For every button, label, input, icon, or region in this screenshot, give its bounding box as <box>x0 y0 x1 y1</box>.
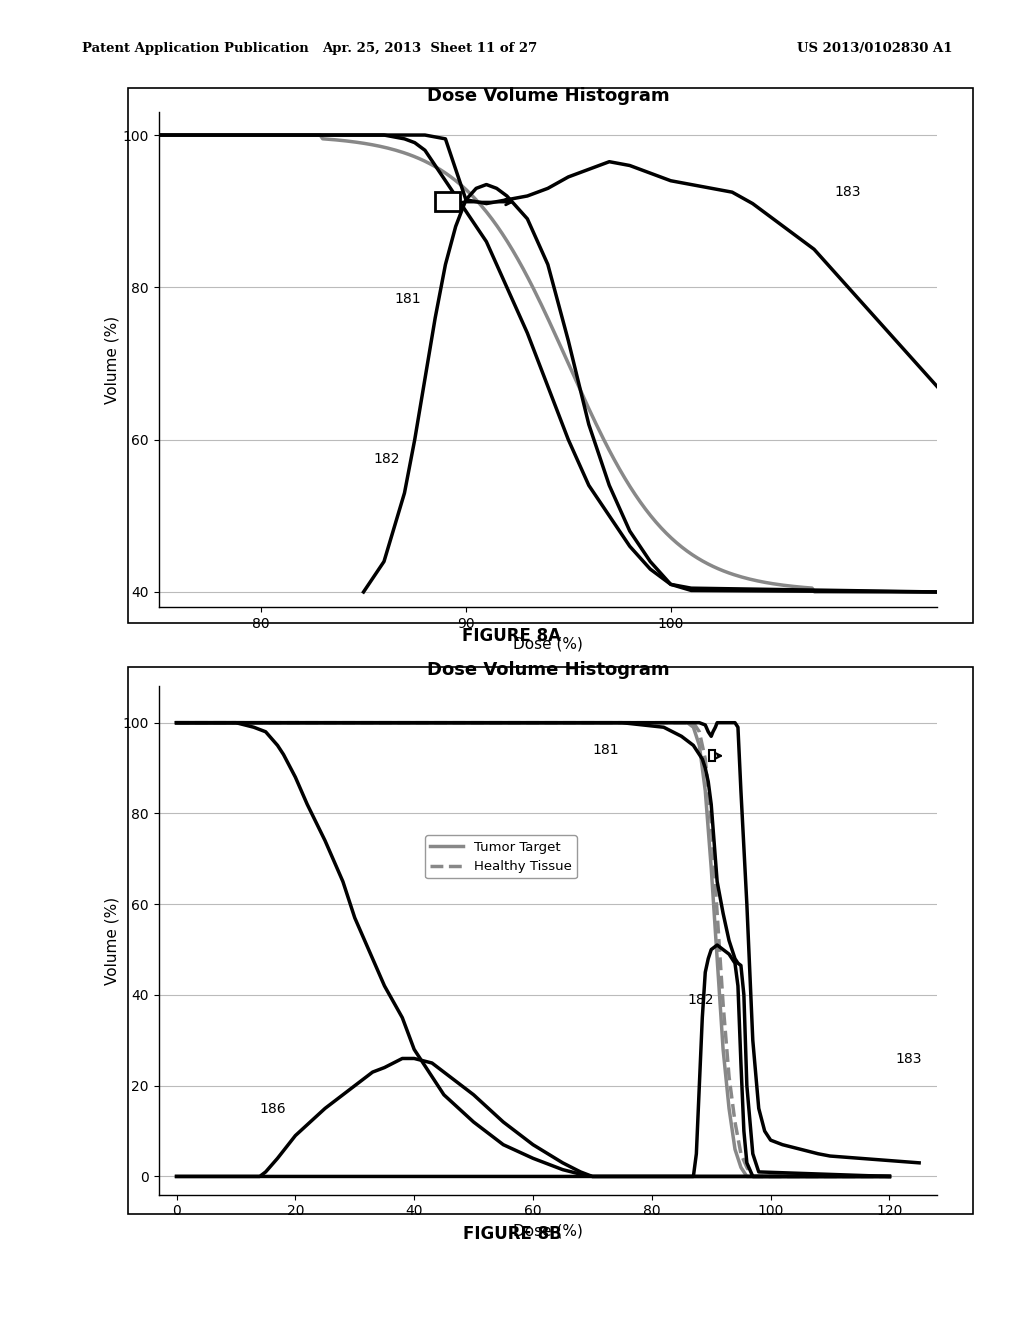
Tumor Target <box>723 1101 735 1117</box>
Text: Patent Application Publication: Patent Application Publication <box>82 42 308 55</box>
Healthy Tissue <box>753 1168 765 1184</box>
Healthy Tissue <box>723 1069 735 1085</box>
Healthy Tissue <box>740 1159 753 1175</box>
Healthy Tissue <box>706 814 718 830</box>
Tumor Target <box>740 1168 753 1184</box>
Healthy Tissue <box>884 1168 896 1184</box>
Healthy Tissue <box>693 723 706 739</box>
Text: 181: 181 <box>394 292 421 306</box>
Text: 183: 183 <box>895 1052 922 1067</box>
Healthy Tissue <box>746 1168 759 1184</box>
Title: Dose Volume Histogram: Dose Volume Histogram <box>427 87 669 106</box>
X-axis label: Dose (%): Dose (%) <box>513 636 583 652</box>
Tumor Target <box>687 719 699 735</box>
Text: FIGURE 8B: FIGURE 8B <box>463 1225 561 1243</box>
Tumor Target <box>681 714 693 730</box>
Tumor Target <box>693 738 706 754</box>
Tumor Target <box>699 783 712 799</box>
Tumor Target <box>735 1159 748 1175</box>
Text: 182: 182 <box>374 451 400 466</box>
Legend: Tumor Target, Healthy Tissue: Tumor Target, Healthy Tissue <box>425 836 578 878</box>
Healthy Tissue <box>681 714 693 730</box>
Bar <box>709 750 715 762</box>
Text: 183: 183 <box>835 185 861 199</box>
Tumor Target <box>711 950 723 966</box>
Tumor Target <box>729 1142 741 1158</box>
Text: FIGURE 8A: FIGURE 8A <box>463 627 561 645</box>
Tumor Target <box>676 714 688 730</box>
Healthy Tissue <box>699 751 712 767</box>
Healthy Tissue <box>729 1114 741 1130</box>
Healthy Tissue <box>170 714 182 730</box>
Title: Dose Volume Histogram: Dose Volume Histogram <box>427 661 669 680</box>
Line: Healthy Tissue: Healthy Tissue <box>176 722 890 1176</box>
Bar <box>435 193 460 211</box>
Text: Apr. 25, 2013  Sheet 11 of 27: Apr. 25, 2013 Sheet 11 of 27 <box>323 42 538 55</box>
Healthy Tissue <box>717 997 729 1012</box>
Healthy Tissue <box>735 1146 748 1162</box>
Text: 186: 186 <box>260 1102 287 1115</box>
X-axis label: Dose (%): Dose (%) <box>513 1224 583 1239</box>
Tumor Target <box>706 861 718 876</box>
Line: Tumor Target: Tumor Target <box>176 722 890 1176</box>
Healthy Tissue <box>711 906 723 921</box>
Text: 181: 181 <box>593 743 620 758</box>
Text: 182: 182 <box>687 993 714 1007</box>
Y-axis label: Volume (%): Volume (%) <box>104 315 120 404</box>
Healthy Tissue <box>687 714 699 730</box>
Tumor Target <box>170 714 182 730</box>
Tumor Target <box>884 1168 896 1184</box>
Text: US 2013/0102830 A1: US 2013/0102830 A1 <box>797 42 952 55</box>
Tumor Target <box>717 1041 729 1057</box>
Y-axis label: Volume (%): Volume (%) <box>104 896 120 985</box>
